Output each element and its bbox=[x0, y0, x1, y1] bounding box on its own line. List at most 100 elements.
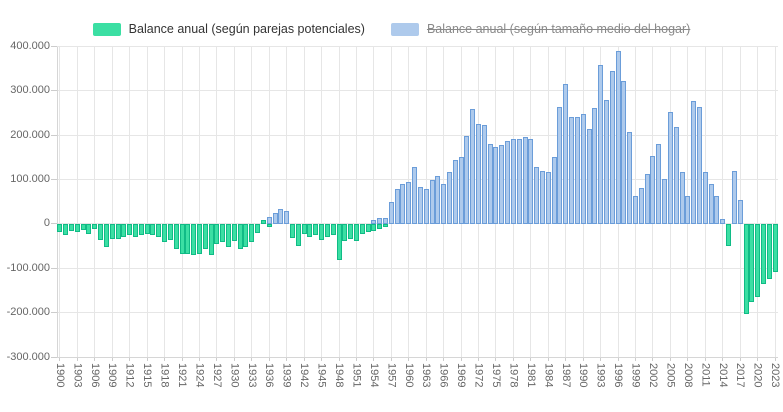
bar-1955[interactable] bbox=[377, 218, 383, 224]
bar-1970[interactable] bbox=[464, 135, 470, 224]
bar-1966[interactable] bbox=[441, 184, 447, 224]
bar-1947[interactable] bbox=[330, 223, 336, 236]
bar-1986[interactable] bbox=[557, 107, 563, 224]
bar-1924[interactable] bbox=[196, 223, 202, 255]
bar-1923[interactable] bbox=[191, 223, 197, 256]
bar-2003[interactable] bbox=[656, 143, 662, 224]
bar-1990[interactable] bbox=[580, 113, 586, 224]
bar-1978[interactable] bbox=[510, 138, 516, 224]
bar-1937[interactable] bbox=[272, 212, 278, 224]
bar-1906[interactable] bbox=[92, 223, 98, 229]
bar-1989[interactable] bbox=[574, 117, 580, 224]
bar-2007[interactable] bbox=[679, 172, 685, 224]
bar-2010[interactable] bbox=[697, 107, 702, 224]
bar-1968[interactable] bbox=[452, 160, 458, 224]
bar-1967[interactable] bbox=[446, 172, 452, 224]
bar-2011[interactable] bbox=[702, 172, 708, 224]
bar-1991[interactable] bbox=[586, 129, 592, 224]
bar-1956[interactable] bbox=[383, 218, 389, 224]
bar-1934[interactable] bbox=[255, 223, 261, 233]
bar-1956[interactable] bbox=[383, 223, 389, 228]
bar-1938[interactable] bbox=[278, 208, 284, 224]
bar-1925[interactable] bbox=[202, 223, 208, 249]
bar-1975[interactable] bbox=[493, 147, 499, 224]
bar-1948[interactable] bbox=[336, 223, 342, 261]
bar-1957[interactable] bbox=[388, 202, 394, 224]
bar-1961[interactable] bbox=[412, 167, 418, 224]
bar-1962[interactable] bbox=[417, 187, 423, 224]
legend-item-tamano-hogar[interactable]: Balance anual (según tamaño medio del ho… bbox=[390, 22, 690, 36]
bar-1952[interactable] bbox=[359, 223, 365, 234]
bar-1992[interactable] bbox=[592, 107, 598, 224]
bar-1969[interactable] bbox=[458, 157, 464, 224]
bar-1953[interactable] bbox=[365, 223, 371, 233]
bar-1901[interactable] bbox=[63, 223, 69, 236]
bar-2023[interactable] bbox=[772, 223, 778, 273]
bar-2017[interactable] bbox=[737, 200, 743, 224]
bar-1942[interactable] bbox=[301, 223, 307, 234]
bar-2004[interactable] bbox=[662, 178, 668, 224]
bar-1984[interactable] bbox=[545, 172, 551, 224]
bar-1902[interactable] bbox=[69, 223, 75, 231]
bar-1988[interactable] bbox=[569, 117, 575, 224]
bar-1907[interactable] bbox=[98, 223, 104, 240]
bar-1944[interactable] bbox=[313, 223, 319, 236]
bar-2005[interactable] bbox=[667, 111, 673, 224]
bar-1945[interactable] bbox=[319, 223, 325, 241]
bar-2001[interactable] bbox=[644, 173, 650, 224]
bar-2014[interactable] bbox=[720, 219, 726, 224]
bar-2019[interactable] bbox=[749, 223, 755, 303]
bar-1912[interactable] bbox=[127, 223, 133, 236]
bar-2015[interactable] bbox=[726, 223, 732, 246]
bar-1900[interactable] bbox=[57, 223, 63, 233]
legend-item-parejas-potenciales[interactable]: Balance anual (según parejas potenciales… bbox=[92, 22, 365, 36]
bar-2016[interactable] bbox=[731, 170, 737, 224]
bar-1996[interactable] bbox=[615, 50, 621, 224]
bar-1905[interactable] bbox=[86, 223, 92, 234]
bar-1977[interactable] bbox=[505, 140, 511, 224]
bar-1913[interactable] bbox=[132, 223, 138, 238]
bar-1904[interactable] bbox=[80, 223, 86, 230]
bar-1918[interactable] bbox=[162, 223, 168, 243]
bar-1917[interactable] bbox=[156, 223, 162, 238]
bar-1954[interactable] bbox=[371, 220, 377, 224]
bar-1933[interactable] bbox=[249, 223, 255, 243]
bar-1909[interactable] bbox=[109, 223, 115, 239]
bar-1939[interactable] bbox=[284, 210, 290, 224]
bar-1971[interactable] bbox=[470, 109, 476, 224]
bar-2020[interactable] bbox=[755, 223, 761, 298]
bar-1963[interactable] bbox=[423, 188, 429, 224]
bar-1946[interactable] bbox=[324, 223, 330, 238]
bar-1940[interactable] bbox=[289, 223, 295, 239]
bar-1980[interactable] bbox=[522, 136, 528, 224]
bar-2009[interactable] bbox=[691, 100, 697, 224]
bar-1931[interactable] bbox=[237, 223, 243, 249]
bar-1959[interactable] bbox=[400, 184, 406, 224]
bar-1936[interactable] bbox=[266, 217, 272, 224]
bar-1910[interactable] bbox=[115, 223, 121, 239]
bar-1941[interactable] bbox=[295, 223, 301, 246]
bar-1982[interactable] bbox=[534, 167, 540, 224]
bar-1943[interactable] bbox=[307, 223, 313, 238]
bar-1976[interactable] bbox=[499, 145, 505, 224]
bar-1985[interactable] bbox=[551, 157, 557, 224]
bar-1998[interactable] bbox=[627, 131, 633, 224]
bar-1928[interactable] bbox=[220, 223, 226, 243]
bar-2013[interactable] bbox=[714, 195, 720, 224]
bar-1995[interactable] bbox=[609, 71, 615, 224]
bar-1997[interactable] bbox=[621, 80, 627, 224]
bar-1960[interactable] bbox=[406, 182, 412, 224]
bar-1973[interactable] bbox=[481, 125, 487, 224]
bar-1932[interactable] bbox=[243, 223, 249, 247]
bar-1921[interactable] bbox=[179, 223, 185, 255]
bar-1965[interactable] bbox=[435, 175, 441, 224]
bar-2006[interactable] bbox=[673, 127, 679, 224]
bar-2018[interactable] bbox=[743, 223, 749, 314]
bar-1930[interactable] bbox=[231, 223, 237, 242]
bar-1958[interactable] bbox=[394, 188, 400, 224]
bar-1993[interactable] bbox=[598, 64, 604, 224]
bar-2022[interactable] bbox=[766, 223, 772, 279]
bar-1908[interactable] bbox=[103, 223, 109, 248]
bar-1954[interactable] bbox=[371, 223, 377, 231]
bar-2021[interactable] bbox=[760, 223, 766, 284]
